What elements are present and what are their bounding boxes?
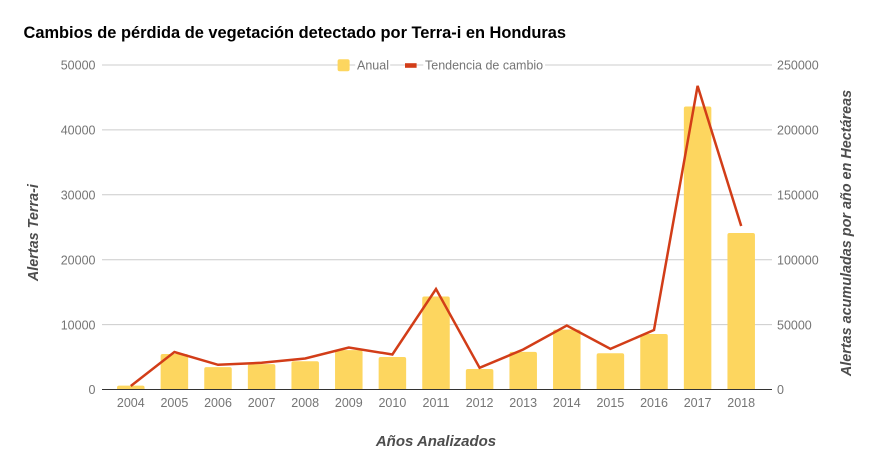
svg-text:2006: 2006 [204,396,232,410]
svg-text:2005: 2005 [160,396,188,410]
svg-text:Años Analizados: Años Analizados [375,433,496,450]
svg-text:2014: 2014 [553,396,581,410]
svg-text:40000: 40000 [61,124,96,138]
svg-text:2017: 2017 [684,396,712,410]
svg-text:Alertas Terra-i: Alertas Terra-i [26,183,42,282]
svg-text:150000: 150000 [777,189,819,203]
svg-text:10000: 10000 [61,318,96,332]
svg-text:2011: 2011 [423,396,450,410]
svg-text:30000: 30000 [61,189,96,203]
svg-text:0: 0 [777,383,784,397]
svg-text:2015: 2015 [596,396,624,410]
svg-text:2018: 2018 [727,396,755,410]
svg-text:2013: 2013 [509,396,537,410]
svg-text:50000: 50000 [777,318,812,332]
svg-text:200000: 200000 [777,124,819,138]
svg-text:100000: 100000 [777,253,819,267]
svg-text:2016: 2016 [640,396,668,410]
svg-text:Alertas acumuladas por año en: Alertas acumuladas por año en Hectáreas [839,90,855,377]
svg-text:2009: 2009 [335,396,363,410]
svg-text:2004: 2004 [117,396,145,410]
svg-text:0: 0 [89,383,96,397]
svg-text:250000: 250000 [777,59,819,73]
svg-text:50000: 50000 [61,59,96,73]
svg-text:2010: 2010 [378,396,406,410]
svg-text:2008: 2008 [291,396,319,410]
svg-text:2012: 2012 [466,396,494,410]
svg-text:2007: 2007 [248,396,276,410]
svg-text:Tendencia de cambio: Tendencia de cambio [425,59,543,73]
svg-text:Anual: Anual [357,59,389,73]
svg-text:20000: 20000 [61,253,96,267]
